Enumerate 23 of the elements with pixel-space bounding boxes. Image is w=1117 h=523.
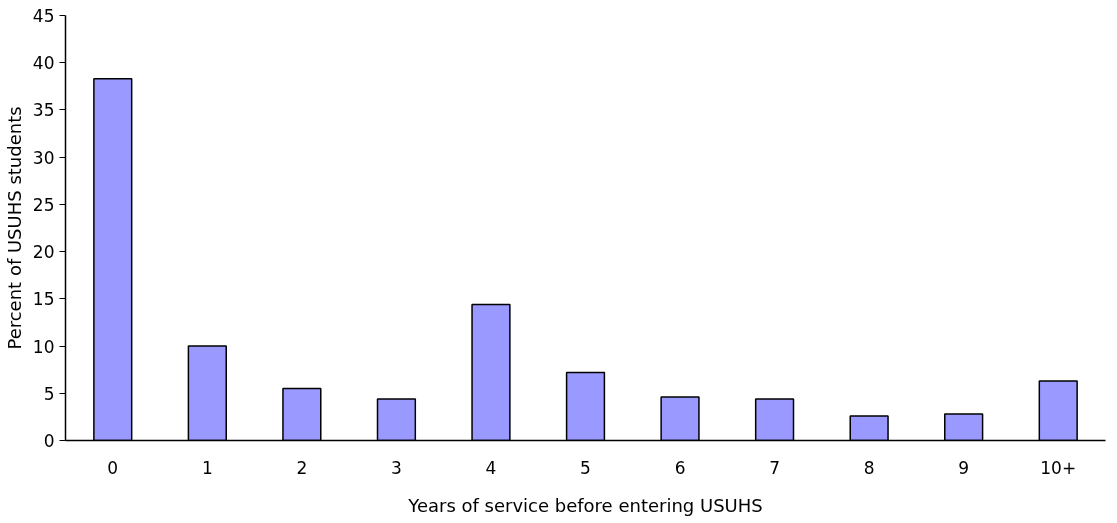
x-tick-label: 3 [391,457,402,478]
y-tick-label: 30 [32,147,55,168]
x-tick-label: 8 [863,457,875,478]
x-tick-label: 0 [107,457,119,478]
x-tick-label: 2 [296,457,308,478]
y-tick-label: 35 [32,100,55,121]
y-axis-title: Percent of USUHS students [3,106,25,350]
y-tick-label: 20 [32,242,55,263]
y-tick-label: 40 [32,53,55,74]
x-tick-label: 4 [485,457,497,478]
y-tick-label: 5 [43,383,55,404]
y-tick-label: 10 [32,336,55,357]
x-tick-label: 6 [674,457,686,478]
x-tick-label: 10+ [1040,457,1077,478]
x-tick-label: 5 [580,457,591,478]
y-tick-label: 25 [32,194,55,215]
x-tick-label: 9 [958,457,970,478]
x-axis-title: Years of service before entering USUHS [407,494,763,516]
y-tick-label: 15 [32,289,55,310]
x-tick-label: 1 [201,457,213,478]
x-tick-label: 7 [769,457,781,478]
y-tick-label: 0 [43,431,55,451]
y-tick-label: 45 [32,6,55,26]
